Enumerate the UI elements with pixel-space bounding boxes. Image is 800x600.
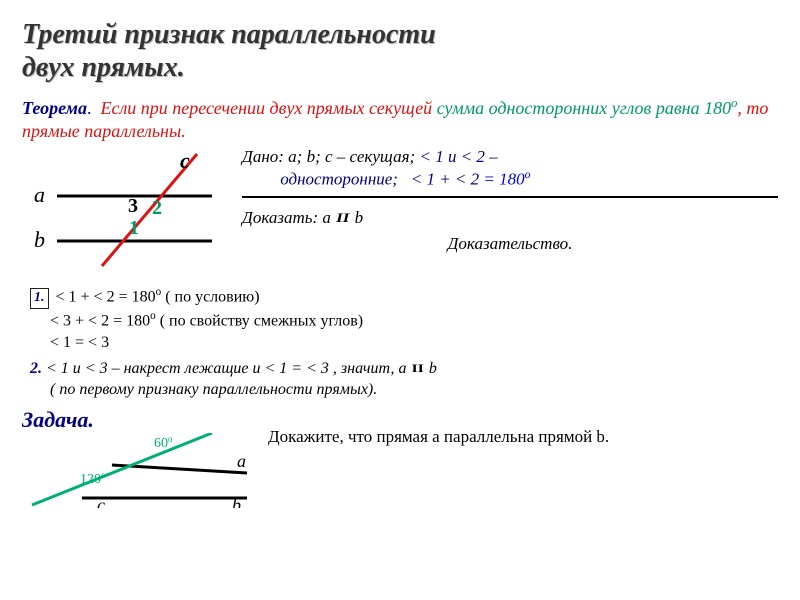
given-cond1b: односторонние; (280, 170, 398, 189)
diagram-1: a b c 1 2 3 (22, 146, 232, 281)
svg-text:1: 1 (129, 217, 139, 239)
given-deg: о (525, 167, 531, 181)
svg-text:b: b (34, 227, 45, 252)
prove-label: Доказать: a (242, 208, 331, 227)
given-cond2: < 1 + < 2 (411, 170, 479, 189)
title-line-2: двух прямых. (22, 52, 185, 83)
step2-tail: ( по первому признаку параллельности пря… (50, 381, 377, 398)
theorem-statement: Теорема. Если при пересечении двух прямы… (22, 96, 778, 142)
parallel-symbol-2: II (410, 360, 424, 376)
task-block: Задача. a b c 120о 60о Докажите, что пря… (22, 407, 778, 513)
svg-text:c: c (97, 495, 105, 508)
page-title: Третий признак параллельности двух прямы… (22, 18, 778, 84)
prove-b: b (355, 208, 364, 227)
step1c: < 1 = < 3 (50, 334, 109, 351)
step1-index: 1. (30, 288, 49, 309)
theorem-part1: Если при пересечении двух прямых секущей (100, 98, 436, 118)
theorem-part2: сумма односторонних углов равна 180 (437, 98, 731, 118)
step1b-tail: ( по свойству смежных углов) (156, 313, 363, 330)
theorem-body: a b c 1 2 3 Дано: a; b; c – секущая; < 1… (22, 146, 778, 281)
svg-text:120о: 120о (80, 470, 106, 487)
svg-text:a: a (34, 182, 45, 207)
step2a: < 1 и < 3 – накрест лежащие и < 1 = < 3 (46, 360, 333, 377)
step-2: 2. < 1 и < 3 – накрест лежащие и < 1 = <… (22, 358, 778, 401)
step2c: b (429, 360, 437, 377)
title-line-1: Третий признак параллельности (22, 19, 436, 50)
step-1: 1. < 1 + < 2 = 180о ( по условию) < 3 + … (22, 285, 778, 354)
svg-text:2: 2 (152, 197, 162, 219)
given-eq: = 180 (483, 170, 524, 189)
step1b: < 3 + < 2 = 180 (50, 313, 150, 330)
task-heading: Задача. (22, 407, 252, 433)
parallel-symbol: II (335, 211, 350, 226)
step2-index: 2. (30, 360, 42, 377)
task-text: Докажите, что прямая a параллельна прямо… (268, 407, 609, 447)
given-cond1a: < 1 и < 2 – (419, 147, 497, 166)
prove-line: Доказать: a II b (242, 208, 778, 228)
theorem-keyword: Теорема (22, 98, 87, 118)
diagram-2-svg: a b c 120о 60о (22, 433, 252, 508)
task-left: Задача. a b c 120о 60о (22, 407, 252, 513)
given-block: Дано: a; b; c – секущая; < 1 и < 2 – одн… (242, 146, 778, 190)
proof-heading: Доказательство. (242, 234, 778, 254)
step1a-tail: ( по условию) (161, 288, 259, 305)
step1a: < 1 + < 2 = 180 (56, 288, 156, 305)
svg-text:c: c (180, 148, 190, 173)
theorem-dot: . (87, 98, 92, 118)
given-divider (242, 196, 778, 198)
svg-text:3: 3 (128, 195, 138, 217)
given-dano: Дано: a; b; c – секущая; (242, 147, 415, 166)
given-prove-column: Дано: a; b; c – секущая; < 1 и < 2 – одн… (242, 146, 778, 254)
step2b: , значит, a (333, 360, 407, 377)
svg-text:a: a (237, 451, 246, 471)
proof-steps: 1. < 1 + < 2 = 180о ( по условию) < 3 + … (22, 285, 778, 401)
diagram-1-svg: a b c 1 2 3 (22, 146, 232, 276)
svg-text:b: b (232, 495, 241, 508)
